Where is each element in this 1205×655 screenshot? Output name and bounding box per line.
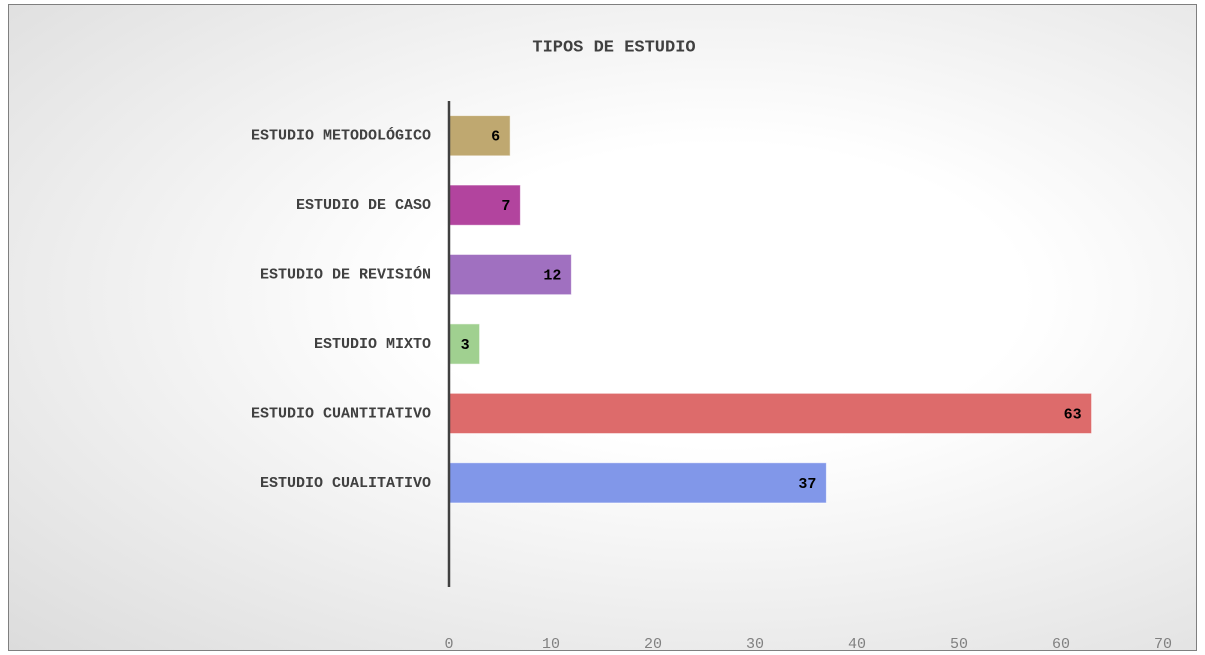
y-tick-label: ESTUDIO DE CASO	[296, 197, 431, 214]
value-label: 63	[1064, 406, 1082, 423]
chart-frame: TIPOS DE ESTUDIO 0 10 20 30 40 50 60 70 ESTUDIO …	[8, 4, 1197, 652]
chart-title: TIPOS DE ESTUDIO	[532, 38, 695, 57]
x-tick-label: 20	[644, 636, 662, 652]
value-label: 3	[461, 337, 470, 354]
bar	[448, 392, 1093, 435]
x-tick-label: 0	[444, 636, 453, 652]
value-label: 12	[543, 268, 561, 285]
x-tick-label: 50	[950, 636, 968, 652]
x-tick-label: 60	[1052, 636, 1070, 652]
bar	[448, 115, 511, 157]
value-label: 7	[501, 198, 510, 215]
x-tick-label: 30	[746, 636, 764, 652]
x-tick-label: 40	[848, 636, 866, 652]
bar	[448, 323, 481, 365]
bar	[448, 462, 827, 504]
value-label: 37	[798, 476, 816, 493]
value-label: 6	[491, 129, 500, 146]
y-tick-label: ESTUDIO CUANTITATIVO	[251, 405, 431, 422]
bar	[448, 184, 521, 226]
y-tick-label: ESTUDIO MIXTO	[314, 336, 431, 353]
bar	[448, 253, 572, 296]
y-tick-label: ESTUDIO DE REVISIÓN	[260, 266, 431, 284]
y-tick-label: ESTUDIO METODOLÓGICO	[251, 127, 431, 145]
x-tick-label: 10	[542, 636, 560, 652]
chart: TIPOS DE ESTUDIO 0 10 20 30 40 50 60 70 ESTUDIO …	[251, 38, 1172, 652]
x-tick-label: 70	[1154, 636, 1172, 652]
y-tick-label: ESTUDIO CUALITATIVO	[260, 475, 431, 492]
